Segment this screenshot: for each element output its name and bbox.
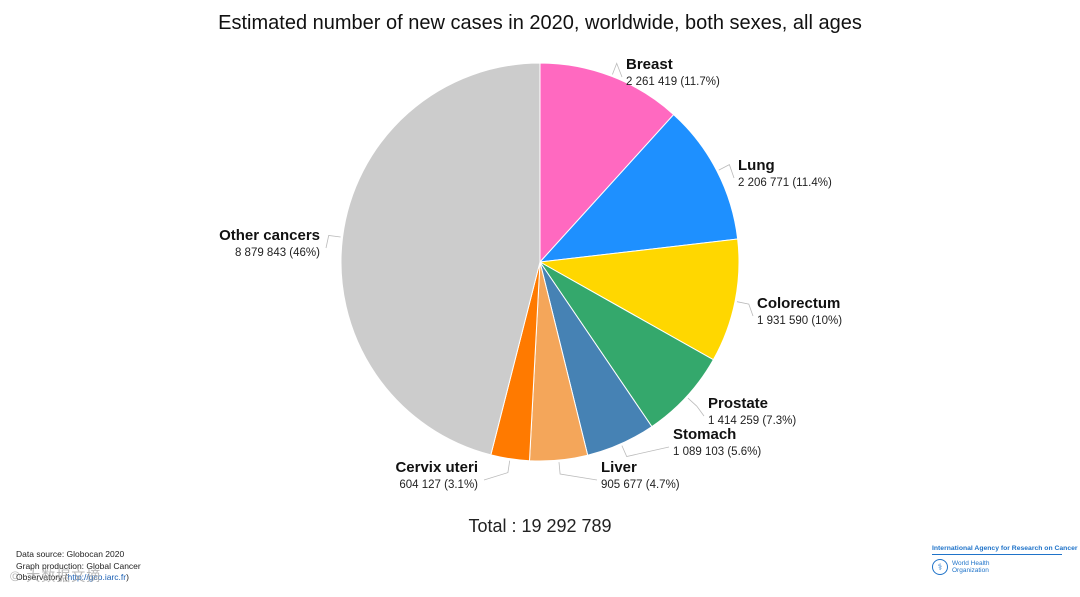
who-emblem-icon: ⚕ [932, 559, 948, 575]
label-value-colorectum: 1 931 590 (10%) [757, 315, 842, 327]
leader-breast [612, 62, 623, 78]
leader-lung [718, 164, 735, 179]
leader-cervix-uteri [483, 460, 511, 481]
leader-prostate [687, 397, 705, 417]
gco-link[interactable]: http://gco.iarc.fr [67, 572, 127, 582]
slice-other-cancers[interactable] [340, 62, 541, 456]
iarc-who-logo: International Agency for Research on Can… [932, 545, 1078, 575]
leader-lines [325, 62, 754, 481]
leader-stomach [621, 445, 670, 457]
source-line-3-prefix: Observatory ( [16, 572, 68, 582]
label-name-cervix-uteri: Cervix uteri [395, 459, 478, 476]
label-name-colorectum: Colorectum [757, 295, 840, 312]
label-name-liver: Liver [601, 459, 637, 476]
label-value-stomach: 1 089 103 (5.6%) [673, 446, 761, 458]
label-value-cervix-uteri: 604 127 (3.1%) [399, 479, 478, 491]
pie-slices [340, 62, 740, 462]
who-line-1: World Health [952, 560, 990, 567]
leader-colorectum [736, 301, 754, 317]
label-value-breast: 2 261 419 (11.7%) [626, 76, 720, 88]
slice-labels: Breast 2 261 419 (11.7%) Lung 2 206 771 (11… [219, 56, 842, 491]
label-value-liver: 905 677 (4.7%) [601, 479, 680, 491]
label-value-lung: 2 206 771 (11.4%) [738, 177, 832, 189]
label-name-lung: Lung [738, 157, 775, 174]
who-line-2: Organization [952, 567, 989, 574]
who-logo-text: World Health Organization [952, 560, 989, 574]
who-logo: ⚕ World Health Organization [932, 559, 1066, 575]
source-line-2: Graph production: Global Cancer [16, 560, 141, 571]
iarc-logo-text: International Agency for Research on Can… [932, 545, 1078, 552]
leader-liver [558, 462, 598, 481]
total-label: Total : 19 292 789 [468, 516, 612, 536]
slice-colorectum[interactable] [538, 238, 740, 361]
logo-divider [932, 554, 1062, 555]
slice-lung[interactable] [538, 113, 739, 263]
source-line-3-suffix: ) [126, 572, 129, 582]
data-source-note: Data source: Globocan 2020 Graph product… [16, 549, 141, 584]
source-line-1: Data source: Globocan 2020 [16, 549, 125, 559]
label-name-breast: Breast [626, 56, 673, 73]
watermark: © 大数据文摘 [10, 568, 102, 584]
slice-breast[interactable] [539, 62, 675, 264]
chart-title: Estimated number of new cases in 2020, w… [218, 12, 862, 34]
source-line-3: Observatory (http://gco.iarc.fr) [16, 572, 141, 584]
label-value-other-cancers: 8 879 843 (46%) [235, 247, 320, 259]
label-name-other-cancers: Other cancers [219, 227, 320, 244]
label-name-stomach: Stomach [673, 426, 736, 443]
leader-other-cancers [325, 235, 341, 249]
label-name-prostate: Prostate [708, 395, 768, 412]
label-value-prostate: 1 414 259 (7.3%) [708, 415, 796, 427]
